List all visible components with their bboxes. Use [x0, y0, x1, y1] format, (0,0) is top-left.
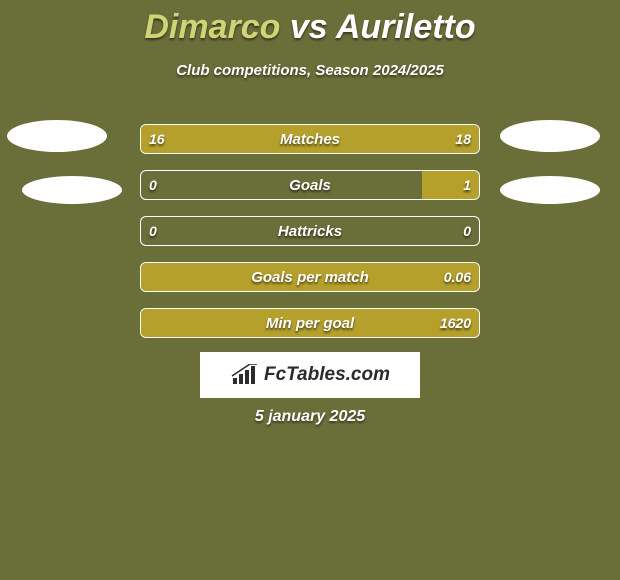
club-badge-ellipse [22, 176, 122, 204]
chart-icon [230, 364, 260, 386]
player1-name: Dimarco [144, 8, 280, 46]
stat-bar: 1618Matches [140, 124, 480, 154]
stat-bar-fill-left [141, 125, 300, 153]
stat-bar-fill-left [141, 309, 479, 337]
stat-value-right: 0 [463, 217, 471, 245]
stat-bar: 0 0Hattricks [140, 216, 480, 246]
stat-bar: 0.06Goals per match [140, 262, 480, 292]
subtitle: Club competitions, Season 2024/2025 [0, 62, 620, 79]
stat-bar-fill-right [422, 171, 479, 199]
stat-bar-fill-right [300, 125, 479, 153]
source-logo: FcTables.com [200, 352, 420, 398]
club-badge-ellipse [500, 120, 600, 152]
page-title: Dimarco vs Auriletto [0, 8, 620, 47]
club-badge-ellipse [500, 176, 600, 204]
snapshot-date: 5 january 2025 [0, 408, 620, 426]
comparison-infographic: Dimarco vs Auriletto Club competitions, … [0, 0, 620, 580]
stat-bar-fill-left [141, 263, 479, 291]
stat-bar: 01Goals [140, 170, 480, 200]
stat-value-left: 0 [149, 171, 157, 199]
player2-name: Auriletto [336, 8, 476, 46]
club-badge-ellipse [7, 120, 107, 152]
stat-value-left: 0 [149, 217, 157, 245]
vs-text: vs [290, 8, 328, 46]
source-logo-text: FcTables.com [264, 364, 390, 386]
stat-bar: 1620Min per goal [140, 308, 480, 338]
stat-label: Hattricks [141, 217, 479, 245]
